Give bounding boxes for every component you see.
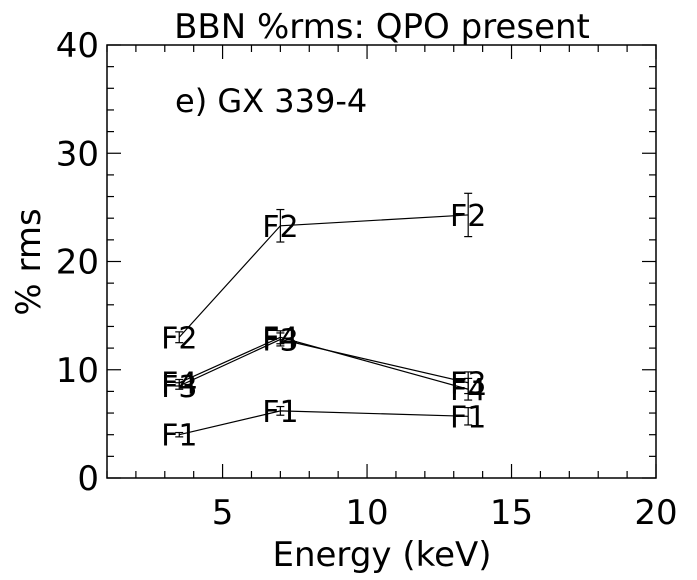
axis-ticks bbox=[106, 44, 657, 479]
data-point-label: F4 bbox=[262, 321, 298, 356]
chart-title: BBN %rms: QPO present bbox=[174, 7, 590, 47]
x-tick-label: 5 bbox=[212, 493, 234, 533]
data-point-label: F2 bbox=[450, 199, 486, 234]
series-f1: F1 F1 F1 bbox=[161, 395, 486, 454]
data-point-label: F1 bbox=[161, 419, 197, 454]
data-point-label: F1 bbox=[450, 400, 486, 435]
annotation: e) GX 339-4 bbox=[175, 82, 367, 120]
x-tick-label: 10 bbox=[345, 493, 388, 533]
series-line bbox=[179, 410, 469, 436]
x-axis-label: Energy (keV) bbox=[272, 535, 491, 575]
y-tick-label: 0 bbox=[77, 459, 99, 499]
data-point-label: F2 bbox=[262, 210, 298, 245]
data-point-label: F4 bbox=[161, 367, 197, 402]
tick-labels: 5 10 15 20 0 10 20 30 40 bbox=[56, 26, 678, 533]
data-point-label: F1 bbox=[262, 395, 298, 430]
y-axis-label: % rms bbox=[9, 208, 49, 315]
x-tick-label: 20 bbox=[634, 493, 677, 533]
y-tick-label: 20 bbox=[56, 243, 99, 283]
data-point-label: F2 bbox=[161, 321, 197, 356]
x-tick-label: 15 bbox=[490, 493, 533, 533]
y-tick-label: 40 bbox=[56, 26, 99, 66]
data-point-label: F3 bbox=[161, 370, 197, 405]
y-tick-label: 30 bbox=[56, 134, 99, 174]
series-line bbox=[178, 336, 469, 390]
series-f4: F4 F4 F4 bbox=[161, 321, 486, 408]
series-f2: F2 F2 F2 bbox=[161, 192, 486, 356]
y-tick-label: 10 bbox=[56, 351, 99, 391]
data-point-label: F4 bbox=[450, 373, 486, 408]
series-line bbox=[178, 214, 469, 338]
